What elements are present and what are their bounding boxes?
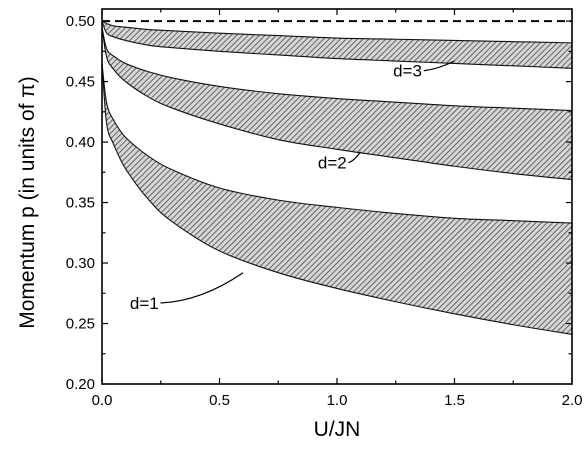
y-tick-label: 0.20 bbox=[66, 376, 95, 393]
annotation-label-d=2: d=2 bbox=[318, 154, 347, 173]
band-d=1-fill bbox=[102, 63, 572, 335]
x-tick-label: 0.0 bbox=[92, 392, 113, 409]
y-tick-label: 0.30 bbox=[66, 255, 95, 272]
x-tick-label: 1.5 bbox=[444, 392, 465, 409]
y-tick-label: 0.35 bbox=[66, 195, 95, 212]
y-axis-title: Momentum p (in units of π) bbox=[16, 76, 39, 329]
bands-layer bbox=[101, 20, 573, 335]
annotations-layer: d=1 d=2 d=3 bbox=[130, 60, 455, 313]
band-d=3-fill bbox=[102, 21, 572, 69]
annotation-label-d=3: d=3 bbox=[393, 62, 422, 81]
annotation-leader-d=3 bbox=[423, 60, 455, 72]
annotation-leader-d=2 bbox=[348, 151, 361, 164]
annotation-label-d=1: d=1 bbox=[130, 294, 159, 313]
band-d=2-fill bbox=[102, 27, 572, 180]
band-d=2-upper-edge bbox=[101, 27, 573, 112]
y-tick-label: 0.50 bbox=[66, 13, 95, 30]
band-d=3-upper-edge bbox=[101, 20, 573, 44]
band-d=2-lower-edge bbox=[101, 27, 573, 181]
y-tick-label: 0.40 bbox=[66, 134, 95, 151]
x-tick-label: 1.0 bbox=[327, 392, 348, 409]
band-d=1-upper-edge bbox=[101, 63, 573, 224]
x-tick-label: 0.5 bbox=[209, 392, 230, 409]
y-tick-label: 0.25 bbox=[66, 316, 95, 333]
x-tick-label: 2.0 bbox=[562, 392, 583, 409]
band-d=1-lower-edge bbox=[101, 63, 573, 335]
y-tick-label: 0.45 bbox=[66, 74, 95, 91]
x-axis-title: U/JN bbox=[314, 418, 361, 441]
ticks-layer: 0.0 0.5 1.0 1.5 2.0 0.20 0.25 0.30 0.35 0.40 0.45 0… bbox=[66, 9, 583, 409]
annotation-leader-d=1 bbox=[160, 272, 244, 304]
band-d=3-lower-edge bbox=[101, 20, 573, 69]
